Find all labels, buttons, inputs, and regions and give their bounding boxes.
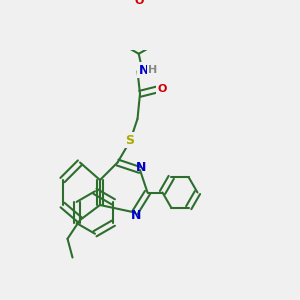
Text: N: N [131,208,141,221]
Text: S: S [125,134,134,146]
Text: O: O [158,84,167,94]
Text: N: N [136,161,146,174]
Text: H: H [148,65,158,75]
Text: N: N [139,64,149,76]
Text: O: O [134,0,143,6]
